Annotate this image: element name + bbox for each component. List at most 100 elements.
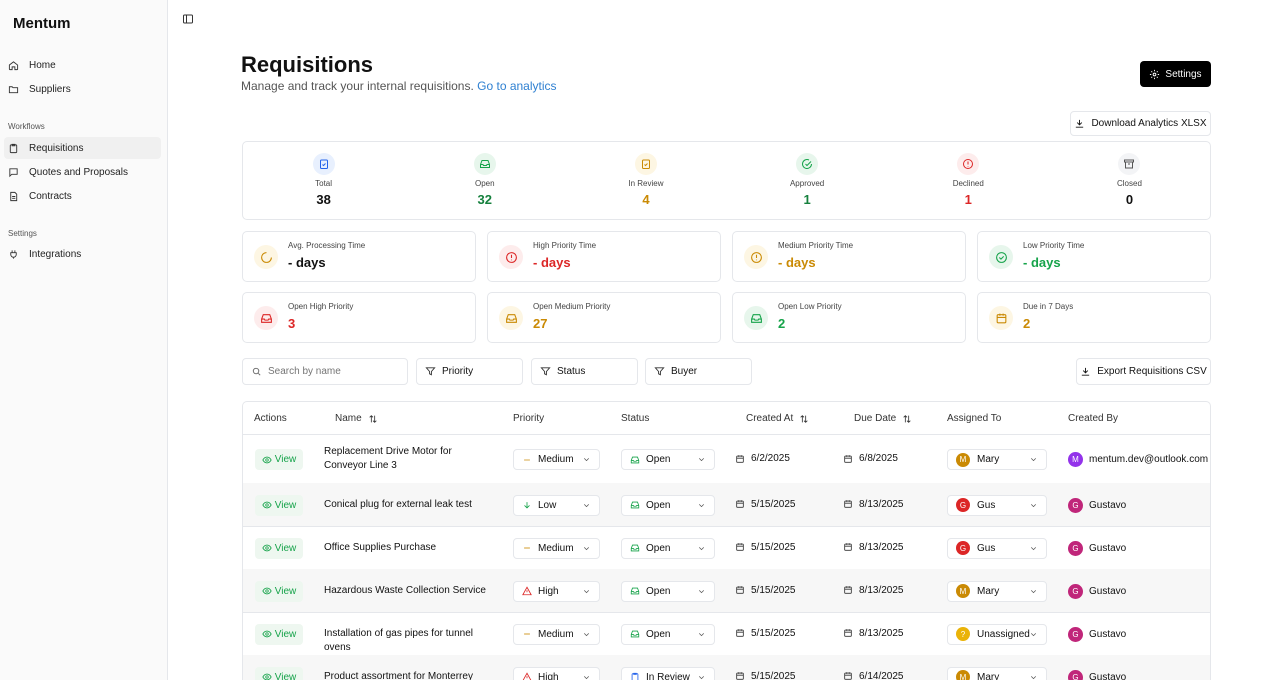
assignee-select[interactable]: M Mary [947, 666, 1047, 680]
sidebar-item-home[interactable]: Home [4, 54, 161, 76]
row-divider [243, 612, 1210, 613]
avatar: G [1068, 497, 1083, 513]
creator-value: Gustavo [1089, 499, 1127, 511]
message-icon [9, 167, 18, 177]
sidebar-item-suppliers[interactable]: Suppliers [4, 78, 161, 100]
status-select[interactable]: Open [621, 580, 715, 602]
assignee-select[interactable]: ? Unassigned [947, 623, 1047, 645]
requisition-name: Installation of gas pipes for tunnel ove… [324, 627, 473, 653]
clipboard-check-icon [312, 153, 335, 175]
buyer-filter[interactable]: Buyer [645, 358, 752, 385]
page-subtitle: Manage and track your internal requisiti… [241, 79, 557, 93]
search-input[interactable] [268, 366, 398, 377]
col-created-label: Created At [746, 413, 794, 424]
created-value: 5/15/2025 [751, 627, 796, 639]
priority-select[interactable]: High [513, 580, 600, 602]
priority-select[interactable]: Medium [513, 623, 600, 645]
priority-select[interactable]: High [513, 666, 600, 680]
assignee-value: Gus [977, 499, 996, 511]
view-label: View [274, 671, 297, 680]
chevron-down-icon [698, 546, 705, 550]
assignee-select[interactable]: G Gus [947, 494, 1047, 516]
filter-icon [425, 367, 436, 376]
arrow-down-icon [524, 502, 530, 509]
check-circle-icon [989, 245, 1013, 269]
settings-button[interactable]: Settings [1140, 61, 1211, 87]
card-value: 2 [778, 316, 786, 331]
sidebar-item-label: Home [29, 59, 56, 71]
sidebar-section-workflows: Workflows [8, 122, 45, 131]
view-button[interactable]: View [255, 537, 303, 559]
col-created-at[interactable]: Created At [746, 413, 809, 424]
minus-icon [524, 547, 530, 549]
status-select[interactable]: Open [621, 537, 715, 559]
card-value: - days [778, 255, 816, 270]
sidebar-item-integrations[interactable]: Integrations [4, 243, 161, 265]
calendar-icon [844, 629, 852, 637]
priority-filter[interactable]: Priority [416, 358, 523, 385]
avatar: G [1068, 583, 1083, 599]
view-button[interactable]: View [255, 494, 303, 516]
calendar-icon [736, 454, 744, 463]
stat-open: Open 32 [404, 142, 565, 219]
creator: G Gustavo [1068, 669, 1126, 680]
chevron-down-icon [583, 632, 590, 636]
avatar: M [956, 584, 970, 598]
card-value: 2 [1023, 316, 1031, 331]
sidebar-item-quotes[interactable]: Quotes and Proposals [4, 161, 161, 183]
status-select[interactable]: Open [621, 449, 715, 470]
assignee-select[interactable]: M Mary [947, 449, 1047, 470]
creator: G Gustavo [1068, 583, 1126, 599]
status-value: Open [646, 585, 671, 597]
col-name[interactable]: Name [335, 413, 378, 424]
card-low-priority-time: Low Priority Time - days [977, 231, 1211, 282]
status-value: Open [646, 454, 671, 465]
eye-icon [262, 544, 272, 552]
due-date: 8/13/2025 [843, 628, 904, 639]
download-analytics-button[interactable]: Download Analytics XLSX [1070, 111, 1211, 136]
priority-filter-label: Priority [442, 366, 474, 377]
search-field[interactable] [242, 358, 408, 385]
requisition-name: Office Supplies Purchase [324, 541, 437, 553]
view-button[interactable]: View [255, 449, 303, 470]
card-value: 3 [288, 316, 296, 331]
sidebar-item-contracts[interactable]: Contracts [4, 185, 161, 207]
assignee-value: Unassigned [977, 628, 1030, 640]
card-open-medium: Open Medium Priority 27 [487, 292, 721, 343]
header-divider [243, 434, 1210, 435]
assignee-select[interactable]: G Gus [947, 537, 1047, 559]
sidebar-item-requisitions[interactable]: Requisitions [4, 137, 161, 159]
chevron-down-icon [1030, 546, 1037, 550]
sidebar-toggle-icon[interactable] [182, 13, 194, 25]
view-button[interactable]: View [255, 666, 303, 680]
eye-icon [262, 630, 272, 638]
priority-select[interactable]: Low [513, 494, 600, 516]
search-icon [252, 367, 261, 376]
status-value: Open [646, 499, 671, 511]
col-status: Status [621, 413, 650, 424]
status-select[interactable]: Open [621, 623, 715, 645]
eye-icon [262, 456, 272, 463]
export-csv-button[interactable]: Export Requisitions CSV [1076, 358, 1211, 385]
status-select[interactable]: Open [621, 494, 715, 516]
calendar-icon [989, 306, 1013, 330]
calendar-icon [736, 543, 744, 551]
check-circle-icon [796, 153, 819, 175]
eye-icon [262, 501, 272, 509]
status-filter[interactable]: Status [531, 358, 638, 385]
view-label: View [274, 454, 297, 465]
status-select[interactable]: In Review [621, 666, 715, 680]
col-priority: Priority [513, 413, 545, 424]
chevron-down-icon [1030, 675, 1037, 679]
priority-select[interactable]: Medium [513, 449, 600, 470]
col-due-date[interactable]: Due Date [854, 413, 912, 424]
sidebar-item-label: Quotes and Proposals [29, 166, 128, 178]
inbox-icon [254, 306, 278, 330]
view-button[interactable]: View [255, 580, 303, 602]
due-date: 8/13/2025 [843, 542, 904, 553]
analytics-link[interactable]: Go to analytics [477, 79, 557, 93]
assignee-select[interactable]: M Mary [947, 580, 1047, 602]
priority-select[interactable]: Medium [513, 537, 600, 559]
view-button[interactable]: View [255, 623, 303, 645]
card-label: Open Medium Priority [533, 302, 611, 311]
